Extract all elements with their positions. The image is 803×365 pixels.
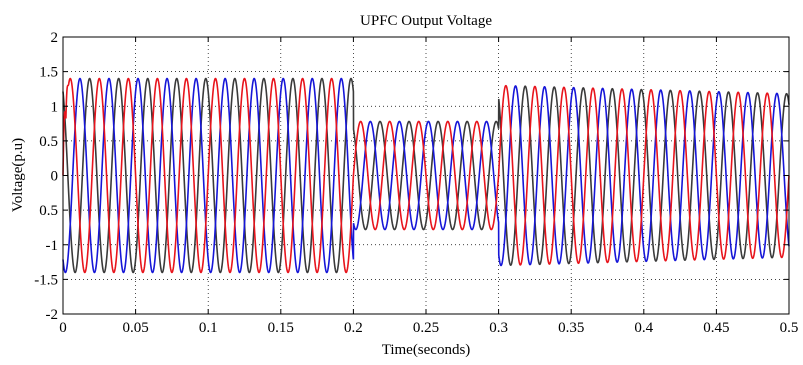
y-tick-label: -2 xyxy=(46,307,59,323)
chart-title: UPFC Output Voltage xyxy=(360,13,492,29)
y-tick-label: 0.5 xyxy=(39,203,58,219)
y-axis-label: Voltage(p.u) xyxy=(10,138,26,212)
x-tick-labels: 0 0.05 0.1 0.15 0.2 0.25 0.3 0.35 0.4 0.45 0.5 xyxy=(59,320,798,336)
y-tick-label: -1.5 xyxy=(34,272,58,288)
x-tick-label: 0.15 xyxy=(268,320,294,336)
x-tick-label: 0.45 xyxy=(703,320,729,336)
x-tick-label: 0.3 xyxy=(489,320,508,336)
series-line-1 xyxy=(62,77,790,274)
x-axis-label: Time(seconds) xyxy=(382,342,471,358)
series-line-2 xyxy=(62,77,790,274)
x-tick-label: 0.25 xyxy=(413,320,439,336)
series-line-0 xyxy=(62,77,790,274)
x-tick-label: 0.5 xyxy=(780,320,799,336)
y-tick-label: 0 xyxy=(51,169,59,185)
x-tick-label: 0.05 xyxy=(122,320,148,336)
y-tick-label: 1 xyxy=(51,99,59,115)
x-tick-label: 0.2 xyxy=(344,320,363,336)
y-tick-label: -1 xyxy=(46,238,59,254)
x-tick-label: 0 xyxy=(59,320,67,336)
x-tick-label: 0.1 xyxy=(199,320,218,336)
y-tick-labels: 2 1.5 1 0.5 0 0.5 -1 -1.5 -2 xyxy=(34,30,58,323)
x-tick-label: 0.4 xyxy=(634,320,653,336)
y-tick-label: 1.5 xyxy=(39,65,58,81)
series-layer xyxy=(62,77,790,274)
ticks xyxy=(62,36,790,315)
x-tick-label: 0.35 xyxy=(558,320,584,336)
y-tick-label: 2 xyxy=(51,30,59,46)
y-tick-label: 0.5 xyxy=(39,134,58,150)
